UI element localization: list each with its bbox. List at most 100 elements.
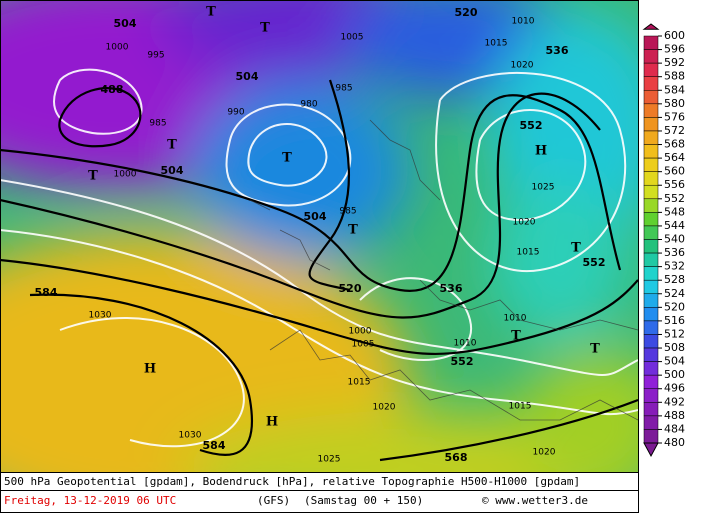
contour-label: 504 — [161, 164, 184, 177]
pressure-centers: T T T T T H H H T T T T — [88, 5, 600, 430]
contour-label: 504 — [114, 17, 137, 30]
colorbar-label: 588 — [664, 70, 685, 83]
colorbar-swatch — [643, 103, 659, 118]
low-symbol: T — [167, 138, 177, 153]
isobar-label: 1030 — [89, 311, 112, 321]
isobar-label: 980 — [300, 100, 317, 110]
contour-label: 536 — [546, 44, 569, 57]
colorbar-label: 584 — [664, 83, 685, 96]
isobar-label: 1015 — [348, 378, 371, 388]
colorbar-label: 564 — [664, 151, 685, 164]
footer-source: © www.wetter3.de — [482, 494, 588, 507]
contour-label: 552 — [583, 256, 606, 269]
colorbar-label: 528 — [664, 273, 685, 286]
low-symbol: T — [348, 223, 358, 238]
colorbar-swatch — [643, 239, 659, 254]
contour-label: 552 — [520, 119, 543, 132]
colorbar-swatch — [643, 225, 659, 240]
contour-label: 504 — [304, 210, 327, 223]
high-symbol: H — [535, 144, 547, 159]
coastlines — [249, 119, 638, 421]
isobar-label: 1000 — [349, 327, 372, 337]
colorbar: 6005965925885845805765725685645605565525… — [642, 23, 685, 458]
colorbar-label: 500 — [664, 368, 685, 381]
colorbar-swatch — [643, 49, 659, 64]
colorbar-label: 572 — [664, 124, 685, 137]
contour-label: 520 — [455, 6, 478, 19]
isobar-label: 1020 — [513, 218, 536, 228]
geopotential-contours — [0, 79, 638, 462]
contour-label: 584 — [203, 439, 226, 452]
colorbar-label: 556 — [664, 178, 685, 191]
isobar-label: 990 — [227, 108, 244, 118]
colorbar-swatch — [643, 415, 659, 430]
contour-label: 488 — [101, 83, 124, 96]
isobar-label: 1030 — [179, 431, 202, 441]
colorbar-swatch — [643, 334, 659, 349]
colorbar-label: 532 — [664, 260, 685, 273]
contour-label: 504 — [236, 70, 259, 83]
colorbar-label: 508 — [664, 341, 685, 354]
colorbar-label: 488 — [664, 409, 685, 422]
colorbar-swatch — [643, 76, 659, 91]
contour-label: 568 — [445, 451, 468, 464]
isobar-label: 1000 — [114, 170, 137, 180]
colorbar-swatch — [643, 198, 659, 213]
footer-run: (Samstag 00 + 150) — [304, 494, 423, 507]
colorbar-top-arrow — [642, 23, 660, 30]
colorbar-swatch — [643, 293, 659, 308]
isobar-label: 1015 — [517, 248, 540, 258]
low-symbol: T — [511, 329, 521, 344]
isobar-label: 1010 — [454, 339, 477, 349]
colorbar-label: 480 — [664, 436, 685, 449]
colorbar-label: 560 — [664, 165, 685, 178]
isobar-label: 1015 — [485, 39, 508, 49]
isobar-label: 1020 — [511, 61, 534, 71]
colorbar-label: 552 — [664, 192, 685, 205]
colorbar-swatch — [643, 212, 659, 227]
colorbar-swatch — [643, 374, 659, 389]
colorbar-label: 600 — [664, 29, 685, 42]
colorbar-swatch — [643, 171, 659, 186]
colorbar-label: 596 — [664, 43, 685, 56]
isobars — [0, 68, 638, 448]
isobar-label: 1000 — [106, 43, 129, 53]
low-symbol: T — [260, 21, 270, 36]
contour-label: 584 — [35, 286, 58, 299]
colorbar-swatch — [643, 35, 659, 50]
isobar-label: 1025 — [532, 183, 555, 193]
isobar-label: 1010 — [512, 17, 535, 27]
colorbar-swatch — [643, 402, 659, 417]
low-symbol: T — [590, 342, 600, 357]
isobar-label: 1020 — [533, 448, 556, 458]
isobar-label: 1005 — [341, 33, 364, 43]
isobar-label: 1010 — [504, 314, 527, 324]
isobar-label: 1005 — [352, 340, 375, 350]
colorbar-swatch — [643, 62, 659, 77]
colorbar-swatch — [643, 90, 659, 105]
colorbar-swatch — [643, 279, 659, 295]
isobar-label: 995 — [147, 51, 164, 61]
high-symbol: H — [144, 362, 156, 377]
colorbar-swatch — [643, 157, 659, 172]
footer-description: 500 hPa Geopotential [gpdam], Bodendruck… — [4, 475, 580, 488]
colorbar-label: 492 — [664, 395, 685, 408]
colorbar-label: 580 — [664, 97, 685, 110]
colorbar-swatch — [643, 252, 659, 267]
isobar-label: 985 — [339, 207, 356, 217]
footer-box — [0, 472, 639, 513]
low-symbol: T — [282, 151, 292, 166]
colorbar-label: 496 — [664, 382, 685, 395]
colorbar-swatch — [643, 361, 659, 376]
colorbar-swatch — [643, 130, 659, 145]
high-symbol: H — [266, 415, 278, 430]
footer-date: Freitag, 13-12-2019 06 UTC — [4, 494, 176, 507]
colorbar-label: 540 — [664, 233, 685, 246]
low-symbol: T — [571, 241, 581, 256]
colorbar-label: 544 — [664, 219, 685, 232]
contour-label: 520 — [339, 282, 362, 295]
colorbar-label: 504 — [664, 355, 685, 368]
colorbar-label: 536 — [664, 246, 685, 259]
colorbar-swatch — [643, 266, 659, 281]
